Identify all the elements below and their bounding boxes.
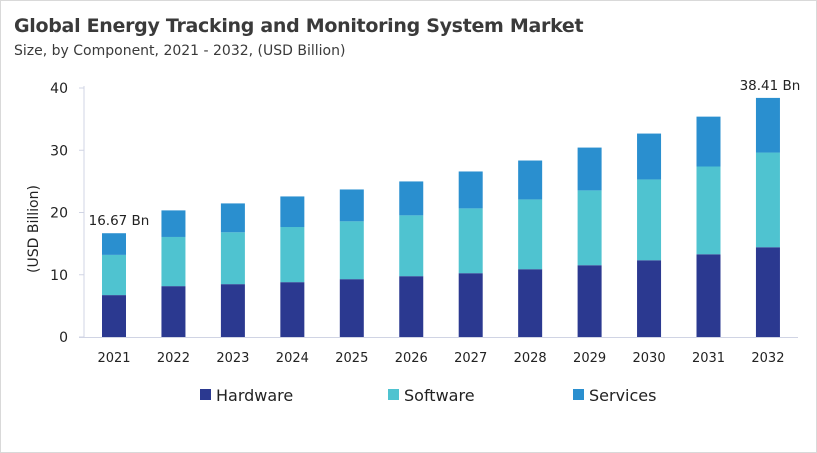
bar-services-2031 xyxy=(696,116,721,167)
x-tick-label: 2031 xyxy=(692,351,725,366)
x-tick-label: 2023 xyxy=(216,351,249,366)
bar-software-2027 xyxy=(458,208,483,274)
bar-services-2027 xyxy=(458,171,483,209)
y-axis-label: (USD Billion) xyxy=(26,185,42,273)
y-tick-label: 10 xyxy=(50,268,68,284)
bar-services-2023 xyxy=(220,203,245,233)
data-label-2032: 38.41 Bn xyxy=(740,78,801,94)
bar-hardware-2021 xyxy=(102,295,126,337)
legend-label-software: Software xyxy=(404,386,475,405)
x-tick-label: 2027 xyxy=(454,351,487,366)
x-tick-label: 2025 xyxy=(335,351,368,366)
x-tick-label: 2026 xyxy=(395,351,428,366)
y-tick-label: 20 xyxy=(50,206,68,222)
x-tick-label: 2029 xyxy=(573,351,606,366)
bar-hardware-2030 xyxy=(637,260,662,337)
bar-services-2032 xyxy=(755,97,780,153)
x-tick-label: 2032 xyxy=(751,351,784,366)
bar-hardware-2028 xyxy=(518,269,543,337)
bar-services-2028 xyxy=(518,160,543,200)
bar-software-2025 xyxy=(339,221,364,280)
legend-label-services: Services xyxy=(589,386,656,405)
y-tick-label: 0 xyxy=(59,330,68,346)
bar-software-2026 xyxy=(399,215,424,277)
bar-hardware-2025 xyxy=(339,279,364,337)
bar-software-2028 xyxy=(518,199,543,270)
bar-services-2024 xyxy=(280,196,305,228)
chart-title: Global Energy Tracking and Monitoring Sy… xyxy=(14,15,584,37)
bar-software-2031 xyxy=(696,166,721,255)
x-tick-label: 2028 xyxy=(514,351,547,366)
x-tick-label: 2024 xyxy=(276,351,309,366)
bar-services-2021 xyxy=(102,233,126,255)
bar-software-2022 xyxy=(161,236,186,287)
bar-software-2030 xyxy=(637,179,662,261)
data-label-2021: 16.67 Bn xyxy=(89,213,150,229)
bar-services-2030 xyxy=(637,133,662,180)
bar-hardware-2023 xyxy=(220,284,245,337)
bar-services-2025 xyxy=(339,189,364,222)
bar-hardware-2026 xyxy=(399,276,424,337)
bar-hardware-2022 xyxy=(161,286,186,337)
x-tick-label: 2021 xyxy=(97,351,130,366)
legend-swatch-hardware xyxy=(200,389,211,400)
bar-software-2024 xyxy=(280,227,305,283)
legend-label-hardware: Hardware xyxy=(216,386,293,405)
bar-hardware-2027 xyxy=(458,273,483,337)
legend-swatch-software xyxy=(388,389,399,400)
bar-hardware-2029 xyxy=(577,265,602,337)
bar-services-2022 xyxy=(161,210,186,237)
bar-software-2021 xyxy=(102,254,126,296)
bar-software-2023 xyxy=(220,232,245,285)
x-tick-label: 2030 xyxy=(633,351,666,366)
bar-software-2032 xyxy=(755,152,780,248)
bar-hardware-2024 xyxy=(280,282,305,337)
bar-hardware-2032 xyxy=(755,247,780,337)
y-tick-label: 30 xyxy=(50,143,68,159)
x-tick-label: 2022 xyxy=(157,351,190,366)
chart-subtitle: Size, by Component, 2021 - 2032, (USD Bi… xyxy=(14,43,346,59)
bar-software-2029 xyxy=(577,190,602,266)
bar-services-2026 xyxy=(399,181,424,216)
legend-swatch-services xyxy=(573,389,584,400)
bar-hardware-2031 xyxy=(696,254,721,337)
y-tick-label: 40 xyxy=(50,81,68,97)
bar-services-2029 xyxy=(577,147,602,191)
